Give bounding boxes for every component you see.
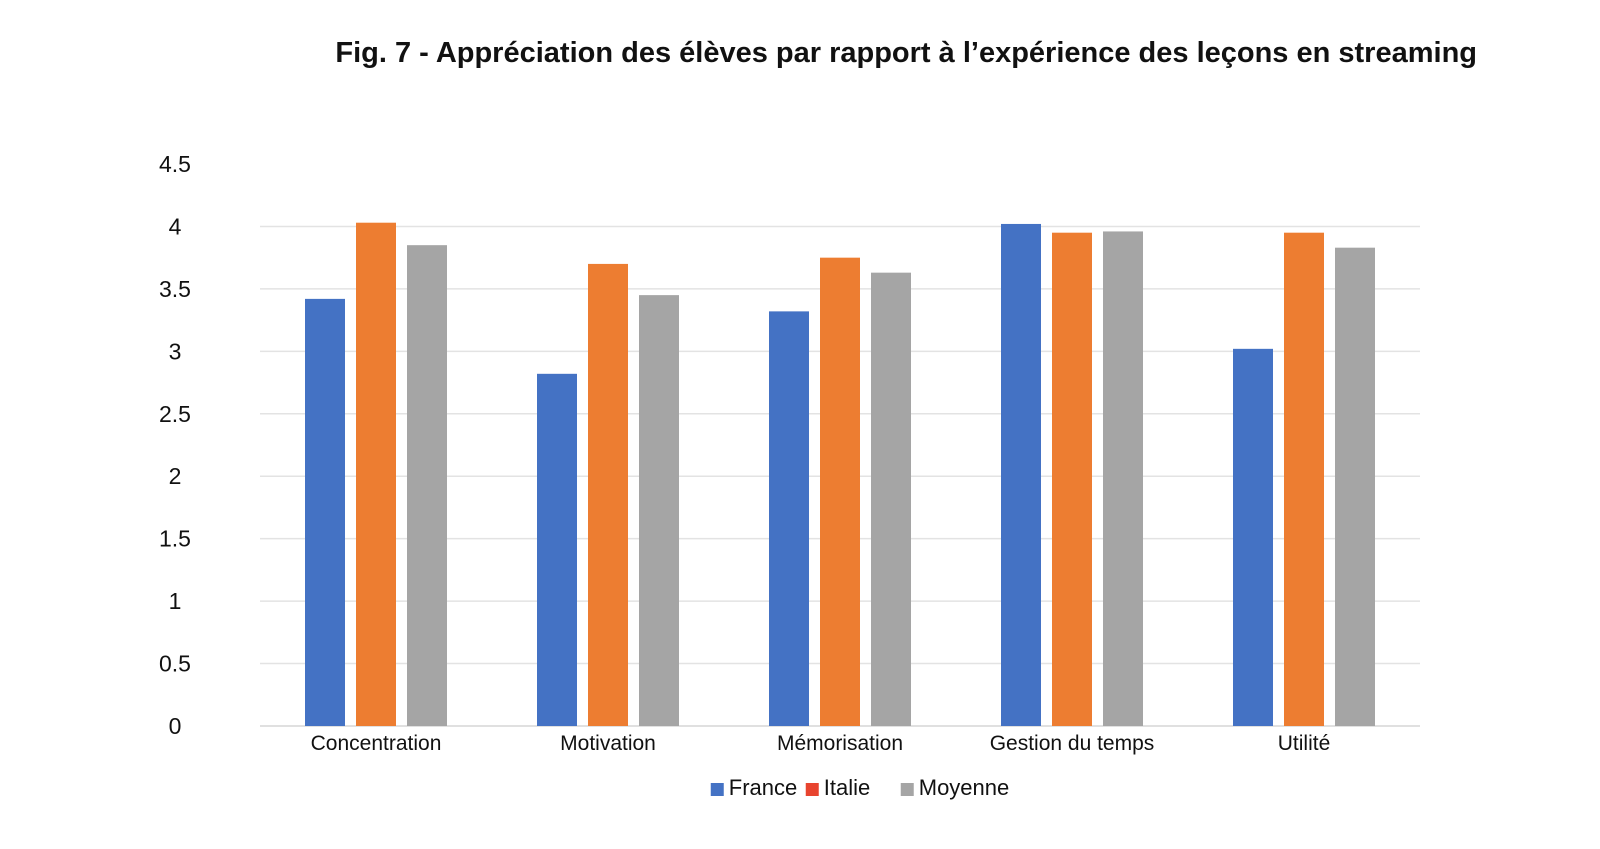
y-tick-label: 3.5 [159, 276, 191, 302]
legend-marker-italie [805, 783, 819, 796]
y-tick-label: 2 [169, 463, 182, 489]
bar-moyenne [1103, 231, 1143, 726]
y-axis-ticks: 0 0.5 1 1.5 2 2.5 3 3.5 4 4.5 [159, 151, 191, 739]
y-tick-label: 4 [169, 213, 182, 239]
chart-title: Fig. 7 - Appréciation des élèves par rap… [335, 37, 1477, 69]
bar-france [1001, 223, 1041, 727]
legend: France Italie Moyenne [710, 775, 1010, 800]
bar-france [769, 311, 809, 726]
bar-moyenne [407, 245, 447, 726]
legend-marker-france [710, 783, 724, 796]
bar-france [305, 298, 345, 726]
legend-label-france: France [729, 775, 797, 800]
x-tick-label: Utilité [1278, 732, 1331, 755]
bar-italie [820, 257, 860, 726]
y-tick-label: 4.5 [159, 151, 191, 177]
y-tick-label: 3 [169, 338, 182, 364]
bar-france [537, 373, 577, 726]
x-axis-ticks: Concentration Motivation Mémorisation Gesti… [311, 732, 1331, 755]
x-tick-label: Gestion du temps [990, 732, 1155, 755]
legend-label-italie: Italie [824, 775, 870, 800]
x-tick-label: Concentration [311, 732, 442, 755]
bar-moyenne [639, 295, 679, 726]
y-tick-label: 0 [169, 713, 182, 739]
bar-italie [356, 222, 396, 726]
x-tick-label: Motivation [560, 732, 656, 755]
y-tick-label: 1.5 [159, 526, 191, 552]
bar-italie [1284, 232, 1324, 726]
legend-label-moyenne: Moyenne [919, 775, 1010, 800]
y-tick-label: 0.5 [159, 651, 191, 677]
bar-france [1233, 348, 1273, 726]
y-tick-label: 2.5 [159, 401, 191, 427]
bar-italie [1052, 232, 1092, 726]
legend-marker-moyenne [900, 783, 914, 796]
bar-italie [588, 263, 628, 726]
bar-moyenne [871, 272, 911, 726]
bar-moyenne [1335, 247, 1375, 727]
bars [305, 222, 1375, 727]
y-tick-label: 1 [169, 588, 182, 614]
x-tick-label: Mémorisation [777, 732, 903, 755]
